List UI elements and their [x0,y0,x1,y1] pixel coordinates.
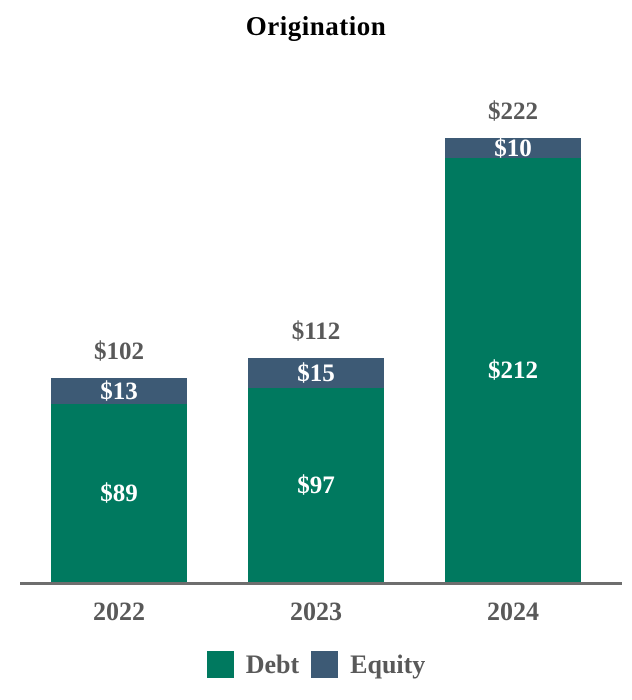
debt-value-label-2022: $89 [100,479,138,507]
debt-segment-2024: $212 [445,158,581,582]
chart-title: Origination [245,11,387,41]
legend-debt-swatch [206,651,234,678]
bar-group-2023: $112 $15 $97 [248,0,384,582]
x-axis-label-2023: 2023 [290,597,342,626]
legend-debt-label: Debt [245,649,300,679]
x-axis-label-2022: 2022 [93,597,145,626]
legend-equity-swatch [311,651,339,678]
debt-value-label-2024: $212 [488,356,538,384]
debt-value-label-2023: $97 [297,471,335,499]
equity-segment-2022: $13 [51,378,187,404]
total-label-2023: $112 [291,317,341,345]
bar-group-2024: $222 $10 $212 [445,0,581,582]
x-axis-line [20,582,622,585]
plot-area: $102 $13 $89 $112 $15 $97 $222 $10 $212 [20,0,622,626]
equity-segment-2024: $10 [445,134,581,162]
equity-value-label-2022: $13 [100,377,138,405]
equity-value-label-2023: $15 [297,359,335,387]
legend: Debt Equity [0,651,632,678]
equity-segment-2023: $15 [248,358,384,388]
legend-equity-label: Equity [350,649,426,679]
debt-segment-2023: $97 [248,388,384,582]
equity-value-label-2024: $10 [494,134,532,162]
bar-group-2022: $102 $13 $89 [51,0,187,582]
total-label-2022: $102 [94,337,144,365]
debt-segment-2022: $89 [51,404,187,582]
total-label-2024: $222 [488,97,538,125]
x-axis-label-2024: 2024 [487,597,539,626]
